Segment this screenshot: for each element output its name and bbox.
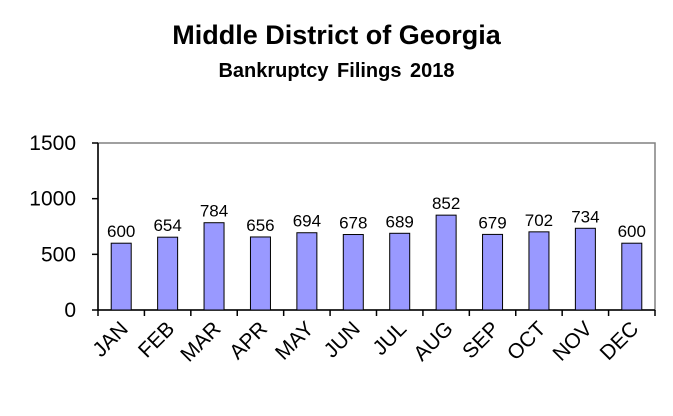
x-tick-label-sep: SEP bbox=[458, 317, 504, 363]
x-tick-label-nov: NOV bbox=[548, 317, 596, 365]
bar-jul bbox=[389, 232, 411, 311]
data-label-feb: 654 bbox=[153, 216, 181, 235]
y-tick-label: 500 bbox=[41, 243, 76, 266]
x-tick-label-jul: JUL bbox=[369, 317, 412, 360]
x-tick-label-feb: FEB bbox=[134, 317, 179, 362]
bar-aug bbox=[435, 214, 457, 311]
x-tick-label-dec: DEC bbox=[596, 317, 644, 365]
x-tick-label-jan: JAN bbox=[88, 317, 132, 361]
x-tick-label-jun: JUN bbox=[320, 317, 365, 362]
data-label-nov: 734 bbox=[571, 207, 599, 226]
bar-nov bbox=[574, 227, 596, 311]
y-axis: 0 500 1000 1500 bbox=[29, 132, 99, 322]
bar-jan bbox=[110, 242, 132, 311]
x-tick-label-mar: MAR bbox=[176, 317, 225, 366]
data-label-apr: 656 bbox=[246, 216, 274, 235]
y-tick-label: 1000 bbox=[29, 188, 76, 211]
x-tick-label-apr: APR bbox=[225, 317, 272, 364]
x-tick-label-oct: OCT bbox=[503, 317, 551, 365]
data-label-aug: 852 bbox=[432, 194, 460, 213]
y-tick-label: 1500 bbox=[29, 132, 76, 155]
data-labels: 600 654 784 656 694 678 689 852 679 702 734 600 bbox=[107, 194, 646, 241]
bar-series bbox=[110, 214, 643, 311]
data-label-jun: 678 bbox=[339, 214, 367, 233]
bar-sep bbox=[482, 233, 504, 311]
x-tick-label-aug: AUG bbox=[409, 317, 457, 365]
bar-jun bbox=[342, 234, 364, 311]
bar-apr bbox=[249, 236, 271, 311]
data-label-jul: 689 bbox=[386, 212, 414, 231]
y-tick-label: 0 bbox=[64, 299, 76, 322]
data-label-may: 694 bbox=[293, 212, 321, 231]
data-label-sep: 679 bbox=[478, 213, 506, 232]
data-label-jan: 600 bbox=[107, 222, 135, 241]
chart-title: Middle District of Georgia bbox=[172, 20, 501, 50]
bar-mar bbox=[203, 222, 225, 311]
bar-feb bbox=[157, 236, 179, 311]
bar-oct bbox=[528, 231, 550, 311]
data-label-mar: 784 bbox=[200, 202, 228, 221]
x-tick-label-may: MAY bbox=[271, 317, 318, 364]
bar-may bbox=[296, 232, 318, 311]
data-label-oct: 702 bbox=[525, 211, 553, 230]
data-label-dec: 600 bbox=[618, 222, 646, 241]
bar-dec bbox=[621, 242, 643, 311]
chart-subtitle: Bankruptcy Filings 2018 bbox=[218, 60, 455, 82]
